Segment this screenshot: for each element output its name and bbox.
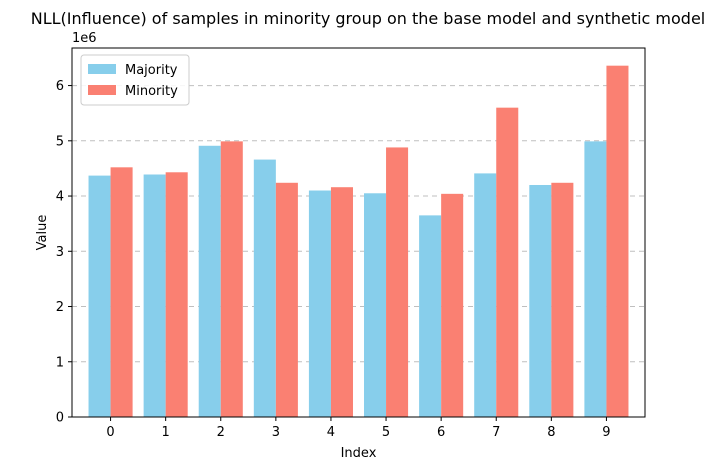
y-tick-label: 3 — [56, 245, 64, 260]
bar-layer — [88, 65, 629, 418]
bar-majority-7 — [474, 173, 497, 417]
bar-majority-8 — [529, 184, 552, 417]
y-offset-label: 1e6 — [72, 31, 97, 46]
legend-label-majority: Majority — [125, 63, 178, 78]
bar-majority-4 — [308, 190, 331, 417]
bar-majority-6 — [419, 215, 442, 417]
bar-minority-4 — [330, 187, 353, 417]
bar-majority-1 — [143, 174, 166, 417]
x-tick-label: 6 — [437, 425, 445, 440]
y-tick-label: 5 — [56, 134, 64, 149]
x-tick-label: 7 — [492, 425, 500, 440]
bar-minority-9 — [606, 65, 629, 418]
y-ticks: 0 1 2 3 4 5 6 — [56, 79, 72, 426]
x-tick-label: 4 — [327, 425, 335, 440]
legend-label-minority: Minority — [125, 84, 178, 99]
x-tick-label: 8 — [547, 425, 555, 440]
x-tick-label: 1 — [162, 425, 170, 440]
y-tick-label: 0 — [56, 411, 64, 426]
bar-minority-1 — [165, 172, 188, 417]
bar-majority-2 — [198, 145, 221, 417]
bar-minority-2 — [220, 141, 243, 417]
bar-minority-5 — [386, 147, 409, 417]
plot-frame — [71, 47, 646, 418]
y-tick-label: 4 — [56, 190, 64, 205]
x-ticks: 0 1 2 3 4 5 6 7 8 9 — [106, 417, 611, 440]
x-tick-label: 3 — [272, 425, 280, 440]
x-axis-label: Index — [341, 446, 377, 461]
x-tick-label: 5 — [382, 425, 390, 440]
chart-title: NLL(Influence) of samples in minority gr… — [31, 9, 706, 28]
y-tick-label: 2 — [56, 300, 64, 315]
bar-minority-0 — [110, 167, 133, 417]
x-tick-label: 0 — [106, 425, 114, 440]
bar-minority-7 — [496, 107, 519, 417]
bar-minority-3 — [275, 182, 298, 417]
bar-majority-9 — [584, 141, 607, 417]
bar-majority-5 — [364, 193, 387, 417]
bar-minority-8 — [551, 182, 574, 417]
bar-minority-6 — [441, 193, 464, 417]
legend-swatch-majority — [88, 64, 116, 74]
x-tick-label: 9 — [602, 425, 610, 440]
y-axis-label: Value — [35, 215, 50, 251]
bar-majority-0 — [88, 175, 111, 417]
y-tick-label: 1 — [56, 355, 64, 370]
bar-majority-3 — [253, 159, 276, 417]
legend: Majority Minority — [80, 54, 190, 106]
x-tick-label: 2 — [217, 425, 225, 440]
legend-swatch-minority — [88, 85, 116, 95]
y-tick-label: 6 — [56, 79, 64, 94]
